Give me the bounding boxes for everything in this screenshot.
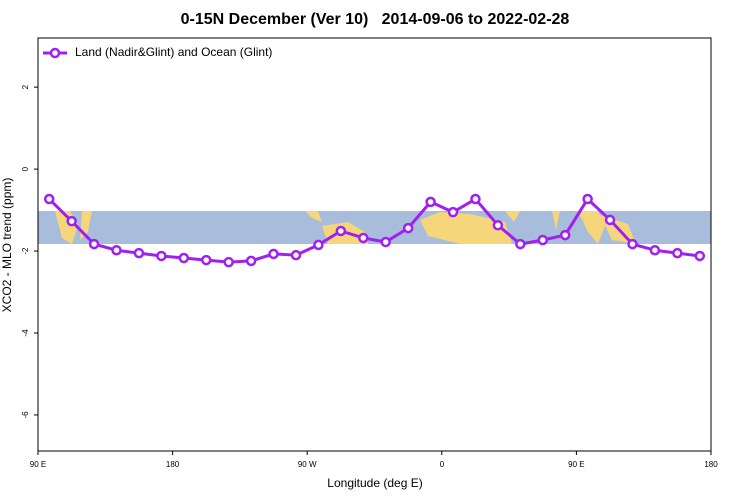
data-point <box>627 238 638 250</box>
data-point <box>313 239 324 251</box>
data-point <box>245 255 257 267</box>
data-point <box>66 215 77 227</box>
data-point <box>515 238 526 250</box>
x-tick-label: 90 W <box>298 460 317 469</box>
data-point <box>380 236 391 248</box>
x-axis-label: Longitude (deg E) <box>327 476 422 490</box>
y-tick-label: -4 <box>21 329 30 337</box>
x-tick-label: 90 E <box>30 460 46 469</box>
y-tick-label: -2 <box>21 247 30 255</box>
data-point <box>402 222 414 234</box>
land <box>578 211 605 244</box>
land <box>305 211 322 222</box>
data-point <box>290 249 302 261</box>
x-tick-label: 90 E <box>568 460 584 469</box>
data-point <box>582 193 593 205</box>
data-point <box>156 250 167 262</box>
data-point <box>694 250 706 262</box>
data-point <box>268 248 279 260</box>
legend-marker <box>49 47 61 59</box>
data-point <box>43 193 55 205</box>
land <box>420 212 512 244</box>
data-point <box>358 232 369 244</box>
data-point <box>335 225 347 237</box>
data-point <box>492 219 504 231</box>
data-point <box>537 234 548 246</box>
data-point <box>672 247 683 259</box>
chart-title: 0-15N December (Ver 10) 2014-09-06 to 20… <box>181 11 570 28</box>
data-point <box>111 244 122 256</box>
data-point <box>133 247 145 259</box>
data-point <box>649 244 661 256</box>
data-point <box>178 252 190 264</box>
land <box>552 211 560 230</box>
data-point <box>223 256 234 268</box>
legend-label: Land (Nadir&Glint) and Ocean (Glint) <box>75 45 272 59</box>
x-tick-label: 180 <box>704 460 718 469</box>
data-point <box>425 196 436 208</box>
y-tick-label: 0 <box>21 166 30 171</box>
data-point <box>559 229 571 241</box>
data-point <box>201 254 212 266</box>
land <box>505 211 520 222</box>
data-point <box>604 214 616 226</box>
x-tick-label: 0 <box>440 460 445 469</box>
x-tick-label: 180 <box>166 460 180 469</box>
y-axis-label: XCO2 - MLO trend (ppm) <box>0 178 14 313</box>
y-tick-label: -6 <box>21 411 30 419</box>
data-point <box>88 238 100 250</box>
data-point <box>470 193 481 205</box>
plot-frame <box>37 37 712 452</box>
data-point <box>447 206 459 218</box>
y-tick-label: 2 <box>21 84 30 89</box>
